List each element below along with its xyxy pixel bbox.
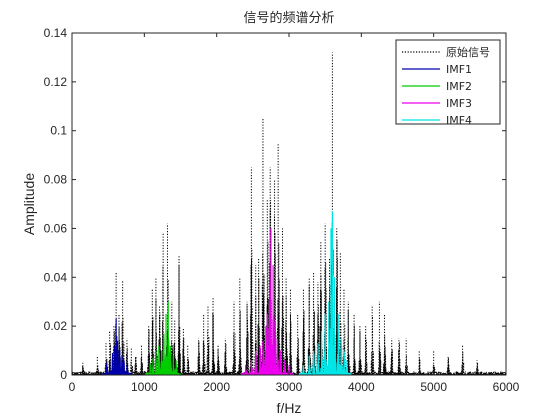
y-tick-label: 0.04 <box>44 270 68 284</box>
x-tick-label: 2000 <box>203 380 230 394</box>
y-tick-label: 0.06 <box>44 221 68 235</box>
x-tick-label: 0 <box>69 380 76 394</box>
legend-label: IMF4 <box>446 114 472 127</box>
x-tick-label: 5000 <box>420 380 447 394</box>
series-layer <box>71 52 507 377</box>
y-tick-label: 0.08 <box>44 173 68 187</box>
series-line-original-signal <box>71 200 507 376</box>
y-tick-label: 0.1 <box>50 124 67 138</box>
tick-layer: 0 1000 2000 3000 4000 5000 6000 0 0.02 0.04 0.06 0.… <box>44 26 520 394</box>
x-tick-label: 4000 <box>348 380 375 394</box>
legend-label: IMF1 <box>446 63 472 76</box>
y-tick-label: 0.12 <box>44 75 68 89</box>
x-tick-label: 6000 <box>493 380 520 394</box>
chart-title: 信号的频谱分析 <box>243 10 334 26</box>
legend-label: 原始信号 <box>446 45 490 59</box>
legend: 原始信号 IMF1 IMF2 IMF3 IMF4 <box>395 39 501 127</box>
x-tick-label: 3000 <box>276 380 303 394</box>
y-axis-label: Amplitude <box>21 173 37 235</box>
y-tick-label: 0.02 <box>44 319 68 333</box>
y-tick-label: 0 <box>60 368 67 382</box>
x-tick-label: 1000 <box>131 380 158 394</box>
y-tick-label: 0.14 <box>44 26 68 40</box>
legend-label: IMF2 <box>446 80 472 93</box>
legend-label: IMF3 <box>446 97 472 110</box>
x-axis-label: f/Hz <box>277 400 302 416</box>
legend-box <box>395 39 501 125</box>
